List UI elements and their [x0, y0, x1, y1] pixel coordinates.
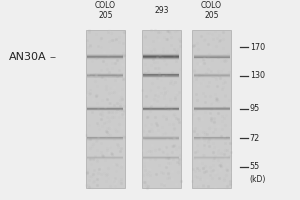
FancyBboxPatch shape [194, 55, 230, 56]
FancyBboxPatch shape [194, 158, 230, 159]
FancyBboxPatch shape [87, 110, 123, 111]
Text: 55: 55 [250, 162, 260, 171]
FancyBboxPatch shape [194, 138, 230, 139]
FancyBboxPatch shape [194, 137, 230, 138]
FancyBboxPatch shape [143, 57, 179, 58]
Text: 293: 293 [154, 6, 169, 15]
FancyBboxPatch shape [87, 139, 123, 140]
FancyBboxPatch shape [87, 137, 123, 138]
FancyBboxPatch shape [143, 109, 179, 110]
FancyBboxPatch shape [194, 57, 230, 58]
FancyBboxPatch shape [194, 108, 230, 109]
FancyBboxPatch shape [143, 138, 179, 139]
FancyBboxPatch shape [143, 59, 179, 60]
FancyBboxPatch shape [87, 55, 123, 56]
FancyBboxPatch shape [87, 75, 123, 76]
FancyBboxPatch shape [87, 76, 123, 77]
FancyBboxPatch shape [143, 136, 179, 137]
Text: 95: 95 [250, 104, 260, 113]
Text: 130: 130 [250, 71, 265, 80]
FancyBboxPatch shape [143, 56, 179, 57]
FancyBboxPatch shape [194, 139, 230, 140]
FancyBboxPatch shape [143, 108, 179, 109]
FancyBboxPatch shape [143, 77, 179, 78]
FancyBboxPatch shape [87, 158, 123, 159]
FancyBboxPatch shape [87, 137, 123, 138]
FancyBboxPatch shape [143, 74, 179, 75]
FancyBboxPatch shape [143, 137, 179, 138]
FancyBboxPatch shape [143, 73, 179, 74]
Text: --: -- [49, 52, 56, 62]
FancyBboxPatch shape [143, 108, 179, 109]
FancyBboxPatch shape [194, 108, 230, 109]
FancyBboxPatch shape [87, 74, 123, 75]
Text: 170: 170 [250, 43, 265, 52]
FancyBboxPatch shape [87, 77, 123, 78]
FancyBboxPatch shape [143, 76, 179, 77]
FancyBboxPatch shape [143, 54, 179, 55]
FancyBboxPatch shape [194, 56, 230, 57]
FancyBboxPatch shape [87, 108, 123, 109]
FancyBboxPatch shape [143, 75, 179, 76]
FancyBboxPatch shape [194, 76, 230, 77]
FancyBboxPatch shape [194, 109, 230, 110]
FancyBboxPatch shape [143, 109, 179, 110]
Text: COLO: COLO [95, 1, 116, 10]
Text: 205: 205 [98, 11, 112, 20]
FancyBboxPatch shape [87, 54, 123, 55]
Text: (kD): (kD) [250, 175, 266, 184]
Text: AN30A: AN30A [9, 52, 46, 62]
FancyBboxPatch shape [143, 139, 179, 140]
FancyBboxPatch shape [194, 109, 230, 110]
Text: COLO: COLO [201, 1, 222, 10]
FancyBboxPatch shape [194, 75, 230, 76]
FancyBboxPatch shape [87, 138, 123, 139]
FancyBboxPatch shape [87, 156, 123, 157]
FancyBboxPatch shape [143, 158, 179, 159]
FancyBboxPatch shape [87, 56, 123, 57]
FancyBboxPatch shape [194, 58, 230, 59]
FancyBboxPatch shape [142, 30, 181, 188]
FancyBboxPatch shape [143, 58, 179, 59]
FancyBboxPatch shape [87, 109, 123, 110]
FancyBboxPatch shape [194, 137, 230, 138]
FancyBboxPatch shape [87, 73, 123, 74]
FancyBboxPatch shape [143, 157, 179, 158]
FancyBboxPatch shape [194, 107, 230, 108]
Text: 72: 72 [250, 134, 260, 143]
FancyBboxPatch shape [86, 30, 124, 188]
FancyBboxPatch shape [143, 110, 179, 111]
FancyBboxPatch shape [194, 157, 230, 158]
FancyBboxPatch shape [194, 57, 230, 58]
FancyBboxPatch shape [194, 74, 230, 75]
FancyBboxPatch shape [87, 58, 123, 59]
FancyBboxPatch shape [192, 30, 231, 188]
FancyBboxPatch shape [87, 108, 123, 109]
FancyBboxPatch shape [143, 107, 179, 108]
Text: 205: 205 [204, 11, 219, 20]
FancyBboxPatch shape [143, 74, 179, 75]
FancyBboxPatch shape [87, 109, 123, 110]
FancyBboxPatch shape [143, 55, 179, 56]
FancyBboxPatch shape [143, 156, 179, 157]
FancyBboxPatch shape [87, 107, 123, 108]
FancyBboxPatch shape [87, 157, 123, 158]
FancyBboxPatch shape [87, 57, 123, 58]
FancyBboxPatch shape [194, 107, 230, 108]
